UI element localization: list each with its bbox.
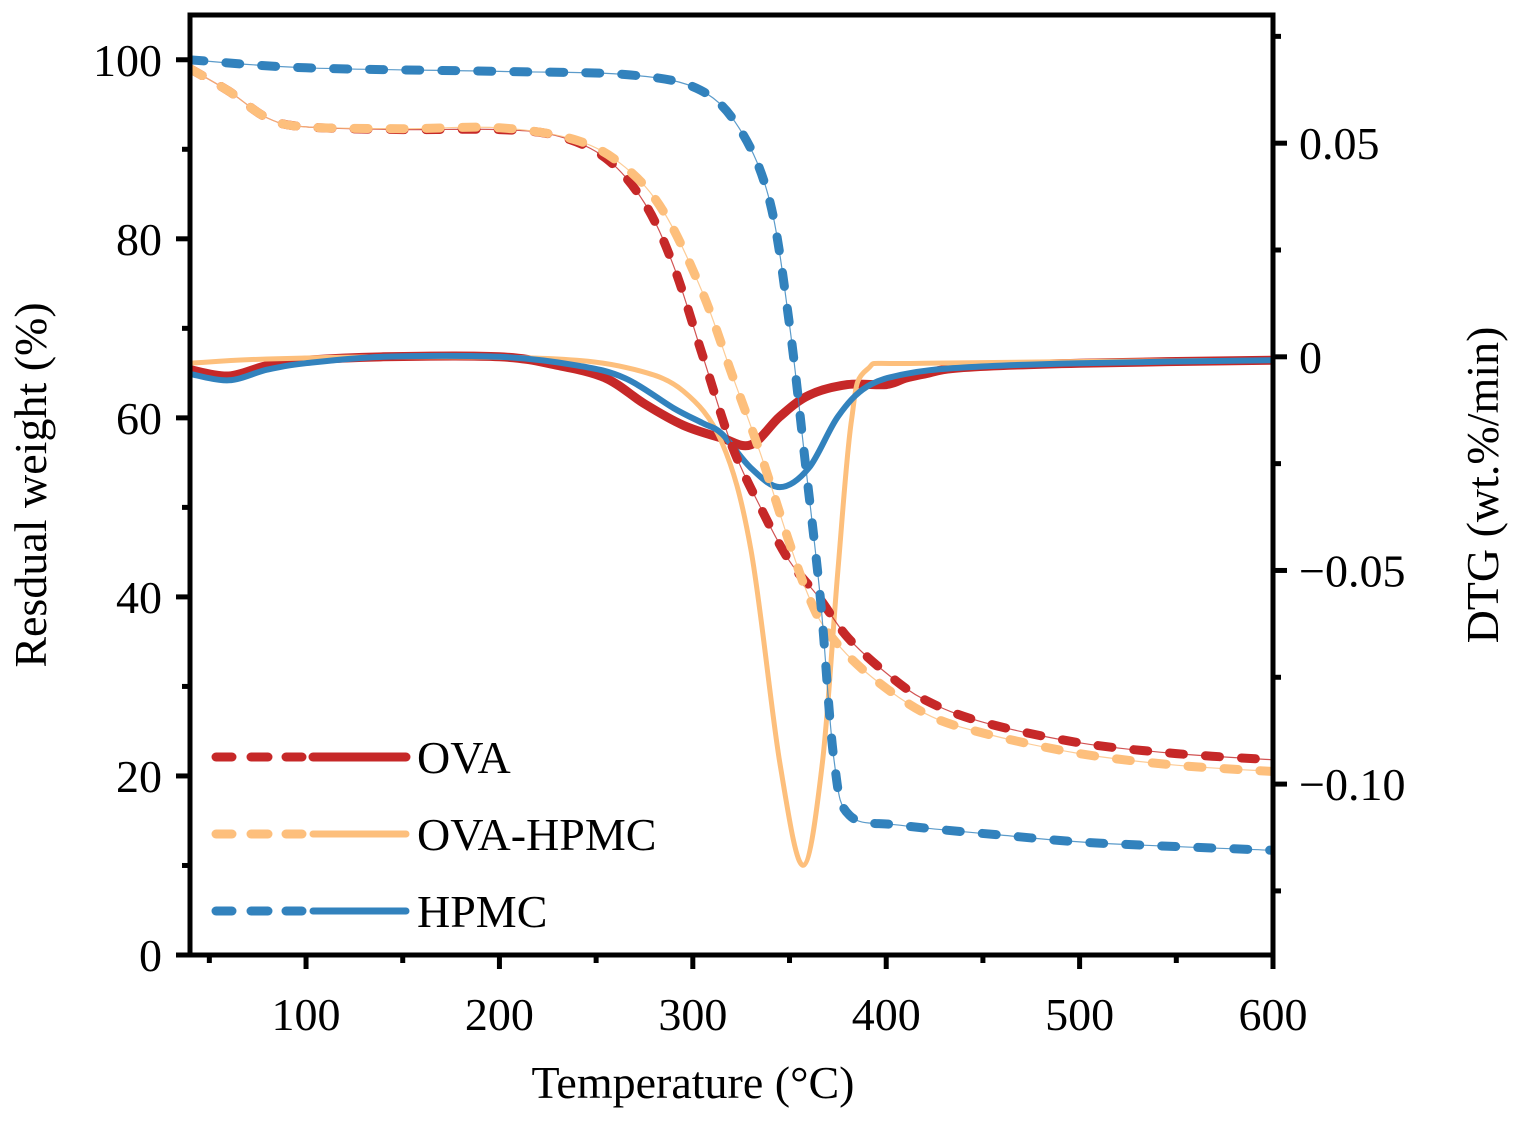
ova-tg-line-connector	[190, 68, 1273, 761]
tick-labels: 100 200 300 400 500 600 0 20 40 60 80 100 0.05 0 −0.05…	[93, 35, 1405, 1040]
y2-axis-title: DTG (wt.%/min)	[1457, 327, 1508, 644]
y2-tick-label: 0.05	[1299, 118, 1380, 169]
legend-label: HPMC	[417, 886, 547, 937]
hpmc-dtg-line	[190, 352, 1273, 491]
ova-hpmc-dtg-line	[190, 354, 1273, 868]
legend-item: OVA	[211, 732, 511, 783]
hpmc-tg-line	[190, 55, 1273, 855]
x-tick-label: 400	[852, 989, 921, 1040]
legend-label: OVA	[417, 732, 511, 783]
plot-frame	[187, 12, 1276, 958]
axis-ticks	[176, 33, 1287, 969]
y-tick-label: 20	[116, 751, 162, 802]
x-tick-label: 300	[658, 989, 727, 1040]
y2-tick-label: −0.10	[1299, 759, 1405, 810]
x-tick-label: 200	[465, 989, 534, 1040]
axes-frame	[187, 12, 1276, 958]
y-tick-label: 0	[139, 930, 162, 981]
x-tick-label: 600	[1239, 989, 1308, 1040]
y-tick-label: 100	[93, 35, 162, 86]
y-axis-title: Resdual weight (%)	[5, 302, 56, 667]
ova-hpmc-tg-line-connector	[190, 68, 1273, 773]
y2-tick-label: −0.05	[1299, 545, 1405, 596]
y2-tick-label: 0	[1299, 332, 1322, 383]
x-tick-label: 100	[272, 989, 341, 1040]
legend-label: OVA-HPMC	[417, 809, 656, 860]
legend-item: OVA-HPMC	[211, 809, 656, 860]
ova-hpmc-tg-line	[190, 64, 1273, 776]
series-layer	[190, 55, 1273, 868]
y-tick-label: 60	[116, 393, 162, 444]
legend: OVA OVA-HPMC HPMC	[211, 732, 656, 937]
x-axis-title: Temperature (°C)	[532, 1057, 855, 1108]
x-tick-label: 500	[1045, 989, 1114, 1040]
legend-item: HPMC	[211, 886, 547, 937]
y-tick-label: 40	[116, 572, 162, 623]
y-tick-label: 80	[116, 214, 162, 265]
ova-tg-line	[190, 64, 1273, 765]
